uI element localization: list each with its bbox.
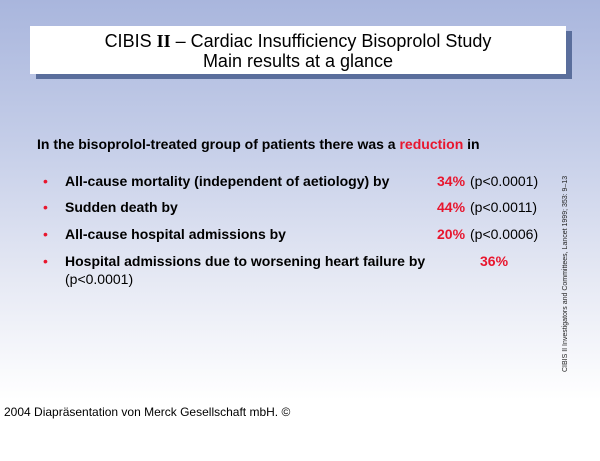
bullet-icon: • <box>43 253 48 269</box>
result-p-value: (p<0.0011) <box>470 199 538 215</box>
result-p-value: (p<0.0001) <box>470 173 539 189</box>
title-roman-numeral: II <box>156 31 171 51</box>
result-percent: 34% <box>437 173 466 189</box>
result-label: All-cause hospital admissions by <box>65 226 286 242</box>
result-percent: 44% <box>437 199 466 215</box>
title-suffix: – Cardiac Insufficiency Bisoprolol Study <box>170 31 492 51</box>
bullet-icon: • <box>43 199 48 215</box>
intro-after: in <box>463 136 480 152</box>
bullet-icon: • <box>43 173 48 189</box>
slide-title: CIBIS II – Cardiac Insufficiency Bisopro… <box>30 31 566 51</box>
result-p-value: (p<0.0001) <box>65 271 134 287</box>
result-p-value: (p<0.0006) <box>470 226 539 242</box>
result-label: All-cause mortality (independent of aeti… <box>65 173 390 189</box>
intro-before: In the bisoprolol-treated group of patie… <box>37 136 400 152</box>
result-label: Sudden death by <box>65 199 178 215</box>
reference-citation: CIBIS II Investigators and Committees, L… <box>562 175 569 372</box>
slide: CIBIS II – Cardiac Insufficiency Bisopro… <box>0 0 600 400</box>
intro-text: In the bisoprolol-treated group of patie… <box>37 136 480 152</box>
slide-subtitle: Main results at a glance <box>202 51 394 71</box>
bullet-icon: • <box>43 226 48 242</box>
result-label: Hospital admissions due to worsening hea… <box>65 253 426 269</box>
result-percent: 20% <box>437 226 466 242</box>
intro-highlight: reduction <box>399 136 464 152</box>
result-percent: 36% <box>480 253 509 269</box>
title-prefix: CIBIS <box>104 31 157 51</box>
title-box: CIBIS II – Cardiac Insufficiency Bisopro… <box>30 26 566 74</box>
footer-copyright: 2004 Diapräsentation von Merck Gesellsch… <box>4 405 291 419</box>
